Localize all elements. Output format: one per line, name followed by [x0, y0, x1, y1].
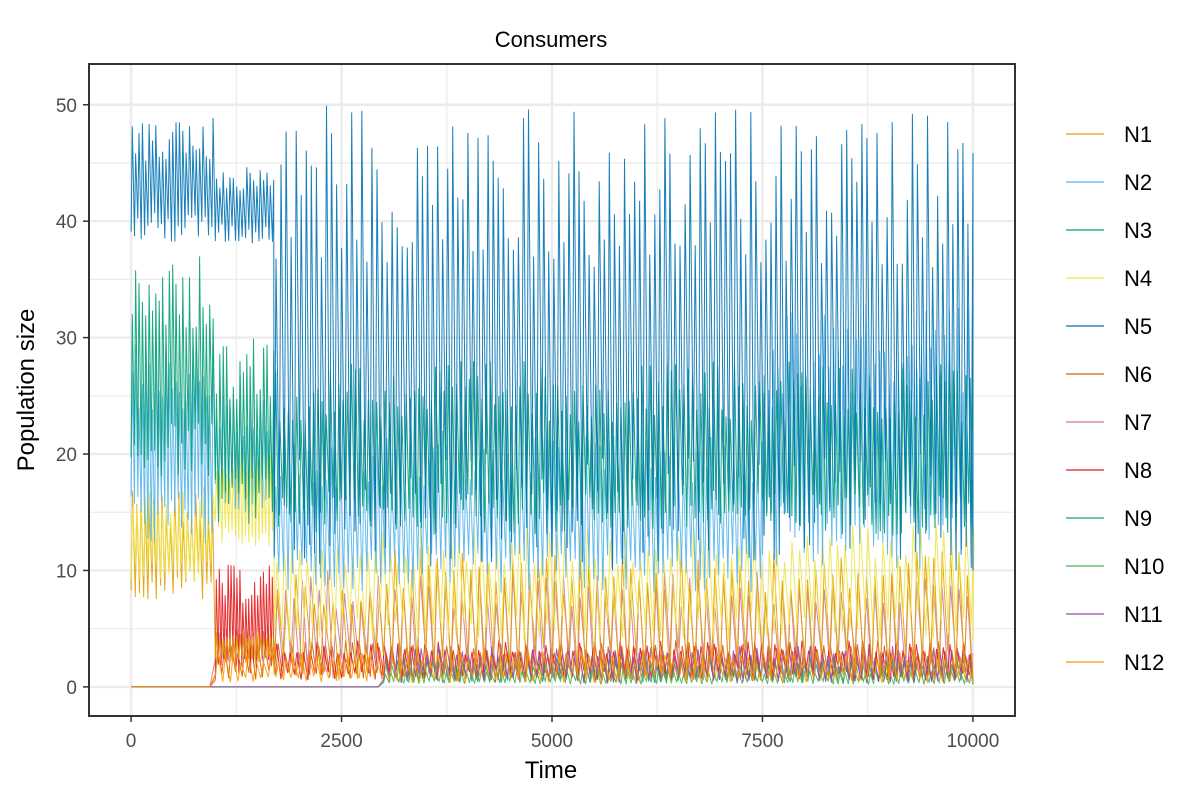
legend-label-n4: N4	[1124, 266, 1152, 291]
legend-label-n6: N6	[1124, 362, 1152, 387]
y-axis-title: Population size	[13, 309, 40, 472]
legend-label-n11: N11	[1124, 602, 1163, 627]
legend-label-n1: N1	[1124, 122, 1152, 147]
y-tick-label: 40	[56, 212, 77, 233]
x-tick-label: 0	[126, 731, 137, 752]
legend: N1 N2 N3 N4 N5 N6 N7 N8 N9 N10 N11 N12	[1066, 122, 1164, 675]
legend-label-n2: N2	[1124, 170, 1152, 195]
y-axis: 0 10 20 30 40 50	[56, 96, 89, 699]
plot-lines	[130, 105, 975, 688]
x-axis: 0 2500 5000 7500 10000	[126, 716, 999, 752]
y-tick-label: 30	[56, 329, 77, 350]
y-tick-label: 10	[56, 561, 77, 582]
legend-label-n12: N12	[1124, 650, 1164, 675]
x-tick-label: 5000	[531, 731, 573, 752]
legend-label-n8: N8	[1124, 458, 1152, 483]
x-tick-label: 10000	[946, 731, 999, 752]
series-line-n11	[131, 646, 974, 688]
y-tick-label: 50	[56, 96, 77, 117]
x-tick-label: 7500	[741, 731, 783, 752]
series-line-n12	[131, 651, 974, 688]
chart-title: Consumers	[495, 27, 607, 52]
legend-label-n5: N5	[1124, 314, 1152, 339]
series-line-n5	[130, 105, 974, 571]
series-line-n1	[130, 486, 974, 682]
y-tick-label: 0	[66, 678, 77, 699]
legend-label-n9: N9	[1124, 506, 1152, 531]
x-tick-label: 2500	[320, 731, 362, 752]
legend-label-n10: N10	[1124, 554, 1164, 579]
y-tick-label: 20	[56, 445, 77, 466]
x-axis-title: Time	[525, 757, 577, 784]
legend-label-n3: N3	[1124, 218, 1152, 243]
legend-label-n7: N7	[1124, 410, 1152, 435]
